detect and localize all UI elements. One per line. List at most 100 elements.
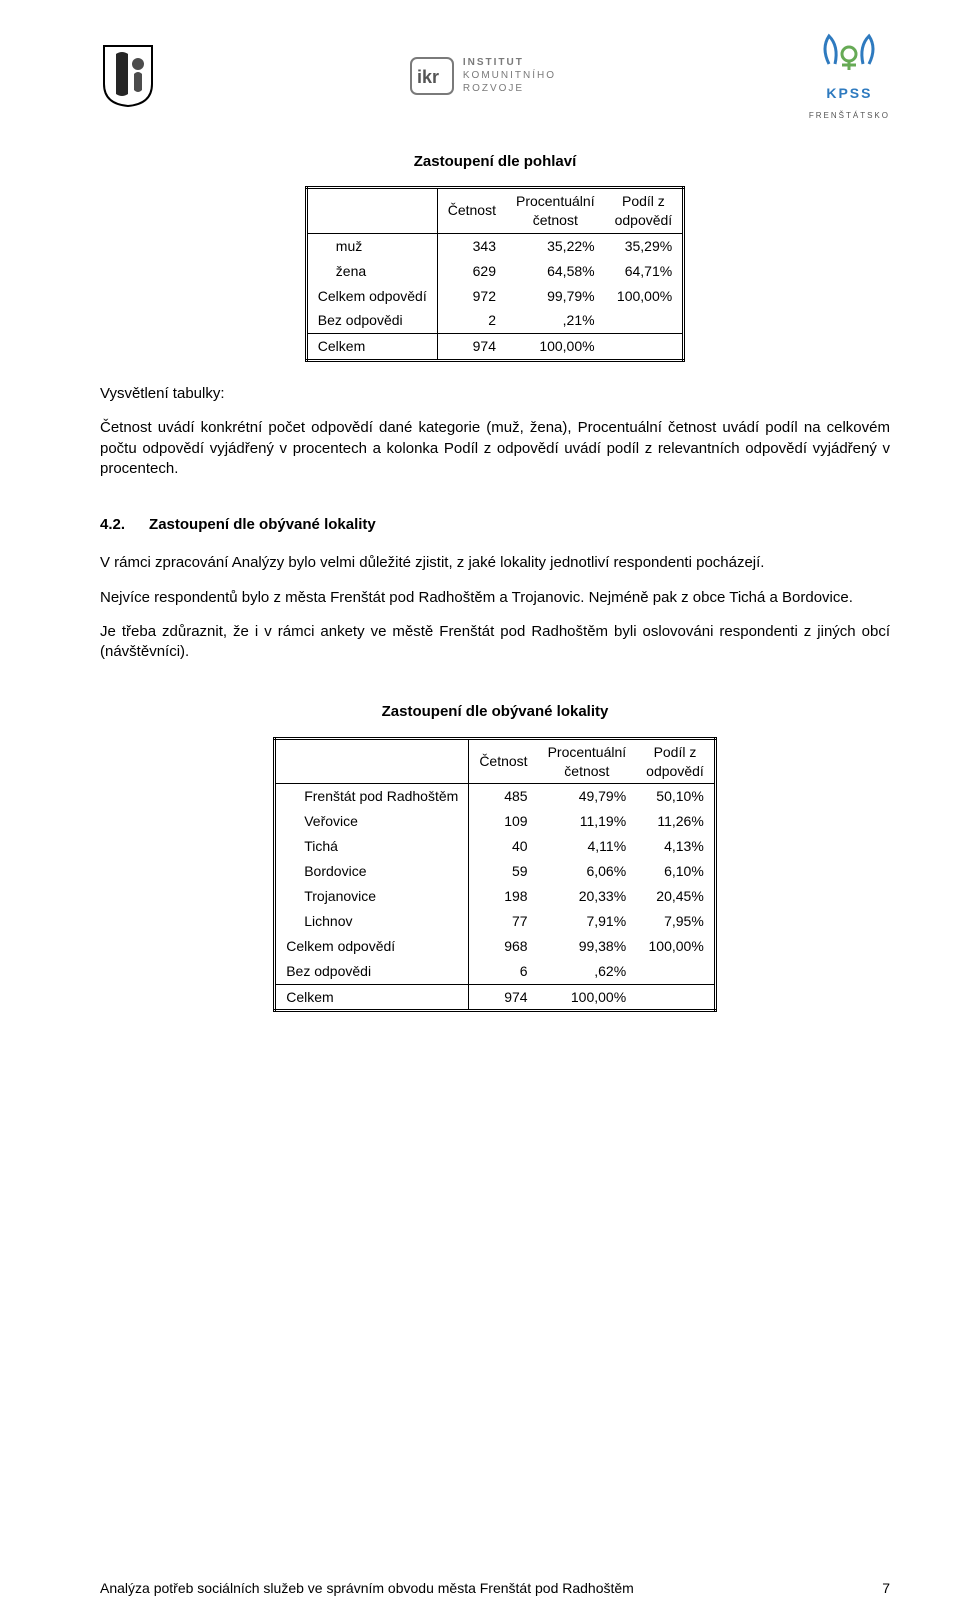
section-4-2-heading: 4.2. Zastoupení dle obývané lokality [100, 515, 890, 535]
table-row: muž34335,22%35,29% [306, 233, 683, 258]
logo-center: ikr INSTITUT KOMUNITNÍHO ROZVOJE [409, 56, 556, 96]
row-share: 50,10% [636, 784, 715, 809]
table1-th-0: Četnost [437, 187, 506, 233]
table1-th-2: Podíl zodpovědí [605, 187, 684, 233]
logo-center-text: INSTITUT KOMUNITNÍHO ROZVOJE [463, 56, 556, 95]
row-percent: 11,19% [538, 809, 637, 834]
table-row: Bordovice596,06%6,10% [275, 859, 716, 884]
row-percent: 99,38% [538, 934, 637, 959]
row-percent: 7,91% [538, 909, 637, 934]
row-count: 109 [469, 809, 538, 834]
row-percent: 35,22% [506, 233, 605, 258]
table-row: Bez odpovědi6,62% [275, 959, 716, 984]
row-label: Celkem odpovědí [306, 284, 437, 309]
row-percent: 49,79% [538, 784, 637, 809]
section-number: 4.2. [100, 515, 125, 535]
table-row: Lichnov777,91%7,95% [275, 909, 716, 934]
logo-left [100, 44, 156, 108]
row-label: Frenštát pod Radhoštěm [275, 784, 469, 809]
table-total-row: Celkem974100,00% [275, 984, 716, 1011]
row-label: Bordovice [275, 859, 469, 884]
total-percent: 100,00% [538, 984, 637, 1011]
row-share: 4,13% [636, 834, 715, 859]
para-1: V rámci zpracování Analýzy bylo velmi dů… [100, 553, 890, 573]
table-row: Veřovice10911,19%11,26% [275, 809, 716, 834]
row-count: 968 [469, 934, 538, 959]
total-count: 974 [437, 334, 506, 361]
total-label: Celkem [275, 984, 469, 1011]
total-share [636, 984, 715, 1011]
page-number: 7 [882, 1579, 890, 1598]
row-percent: 99,79% [506, 284, 605, 309]
row-count: 2 [437, 308, 506, 333]
ikr-icon: ikr [409, 56, 455, 96]
table-row: Frenštát pod Radhoštěm48549,79%50,10% [275, 784, 716, 809]
total-percent: 100,00% [506, 334, 605, 361]
footer-text: Analýza potřeb sociálních služeb ve sprá… [100, 1579, 634, 1598]
row-share: 6,10% [636, 859, 715, 884]
table-row: Celkem odpovědí97299,79%100,00% [306, 284, 683, 309]
row-share: 100,00% [605, 284, 684, 309]
table1-th-2-text: Podíl zodpovědí [615, 192, 673, 230]
logo-right-line-2: FRENŠTÁTSKO [809, 111, 890, 122]
table2-th-2: Podíl zodpovědí [636, 738, 715, 784]
row-label: Lichnov [275, 909, 469, 934]
row-label: Celkem odpovědí [275, 934, 469, 959]
row-count: 485 [469, 784, 538, 809]
table-row: žena62964,58%64,71% [306, 259, 683, 284]
coat-of-arms-icon [100, 44, 156, 108]
row-share: 100,00% [636, 934, 715, 959]
row-label: Veřovice [275, 809, 469, 834]
row-count: 6 [469, 959, 538, 984]
page-footer: Analýza potřeb sociálních služeb ve sprá… [100, 1579, 890, 1598]
table-row: Tichá404,11%4,13% [275, 834, 716, 859]
row-share: 64,71% [605, 259, 684, 284]
total-label: Celkem [306, 334, 437, 361]
table1-th-blank [306, 187, 437, 233]
table1-th-1: Procentuálníčetnost [506, 187, 605, 233]
para-3: Je třeba zdůraznit, že i v rámci ankety … [100, 622, 890, 663]
table2-title: Zastoupení dle obývané lokality [100, 702, 890, 722]
row-percent: 4,11% [538, 834, 637, 859]
table-row: Trojanovice19820,33%20,45% [275, 884, 716, 909]
logo-center-line-1: KOMUNITNÍHO [463, 69, 556, 82]
row-count: 77 [469, 909, 538, 934]
table-row: Celkem odpovědí96899,38%100,00% [275, 934, 716, 959]
row-percent: 20,33% [538, 884, 637, 909]
row-label: Bez odpovědi [306, 308, 437, 333]
row-percent: 64,58% [506, 259, 605, 284]
table2-th-1-text: Procentuálníčetnost [548, 743, 627, 781]
row-share [605, 308, 684, 333]
table-gender: Četnost Procentuálníčetnost Podíl zodpov… [305, 186, 685, 362]
row-share [636, 959, 715, 984]
logo-right: KPSS FRENŠTÁTSKO [809, 30, 890, 122]
row-label: žena [306, 259, 437, 284]
table-row: Bez odpovědi2,21% [306, 308, 683, 333]
svg-text:ikr: ikr [417, 67, 439, 87]
para-2: Nejvíce respondentů bylo z města Frenštá… [100, 588, 890, 608]
row-percent: 6,06% [538, 859, 637, 884]
section-title: Zastoupení dle obývané lokality [149, 515, 376, 535]
row-label: Bez odpovědi [275, 959, 469, 984]
table2-th-1: Procentuálníčetnost [538, 738, 637, 784]
table2-th-blank [275, 738, 469, 784]
row-label: muž [306, 233, 437, 258]
table2-th-0: Četnost [469, 738, 538, 784]
row-count: 198 [469, 884, 538, 909]
row-percent: ,62% [538, 959, 637, 984]
legend-text: Četnost uvádí konkrétní počet odpovědí d… [100, 418, 890, 479]
total-share [605, 334, 684, 361]
row-count: 972 [437, 284, 506, 309]
row-count: 629 [437, 259, 506, 284]
logo-center-line-0: INSTITUT [463, 56, 556, 69]
row-share: 20,45% [636, 884, 715, 909]
page-header: ikr INSTITUT KOMUNITNÍHO ROZVOJE KPSS [100, 30, 890, 122]
row-share: 11,26% [636, 809, 715, 834]
row-count: 343 [437, 233, 506, 258]
table2-th-2-text: Podíl zodpovědí [646, 743, 704, 781]
table1-th-1-text: Procentuálníčetnost [516, 192, 595, 230]
row-share: 7,95% [636, 909, 715, 934]
table-total-row: Celkem974100,00% [306, 334, 683, 361]
legend-heading: Vysvětlení tabulky: [100, 384, 890, 404]
logo-center-line-2: ROZVOJE [463, 82, 556, 95]
